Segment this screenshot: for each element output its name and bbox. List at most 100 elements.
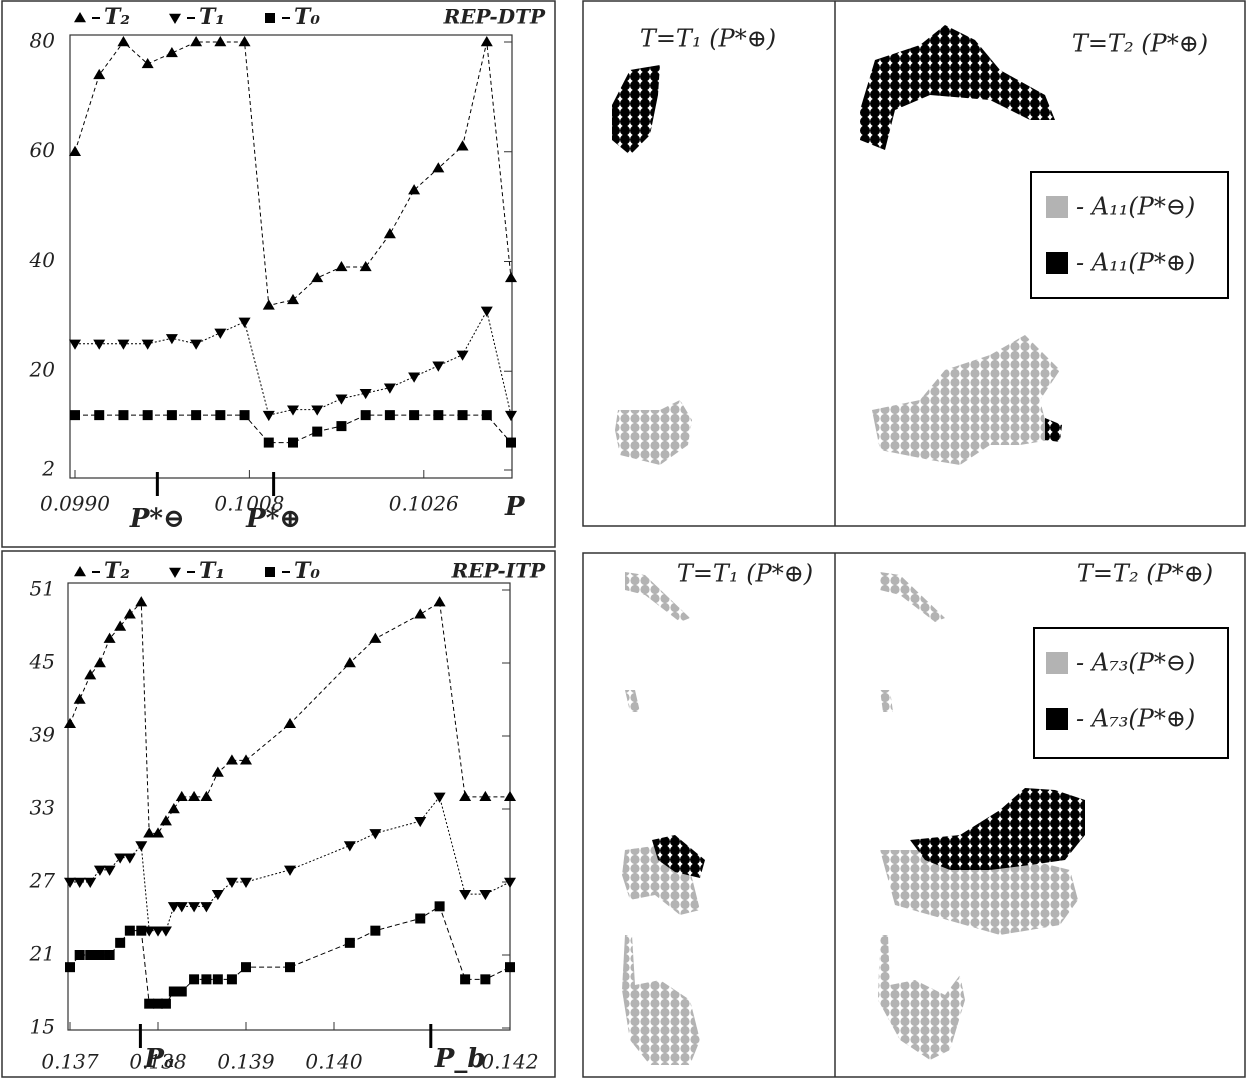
marker <box>335 394 348 405</box>
marker <box>370 925 381 936</box>
marker <box>214 328 227 339</box>
marker <box>432 361 445 372</box>
marker <box>93 657 106 668</box>
legend-box <box>1030 171 1229 299</box>
cell-region <box>652 835 705 878</box>
marker <box>64 877 76 888</box>
marker <box>241 962 251 973</box>
y-tick-label: 40 <box>29 248 56 272</box>
marker <box>136 925 147 936</box>
marker <box>153 998 163 1009</box>
legend-swatch <box>1046 252 1068 274</box>
y-tick-label: 20 <box>29 358 56 382</box>
marker <box>69 339 81 350</box>
cell-region <box>880 572 945 622</box>
marker <box>103 632 116 643</box>
marker <box>103 865 116 876</box>
marker <box>211 889 224 901</box>
marker <box>432 162 445 173</box>
marker <box>141 339 154 350</box>
legend-swatch <box>1046 196 1068 218</box>
marker <box>311 271 324 283</box>
marker <box>212 974 223 985</box>
annotation-label: P_b <box>434 1044 486 1074</box>
marker <box>457 410 468 421</box>
marker <box>505 271 517 283</box>
marker <box>200 790 213 802</box>
marker <box>85 950 96 960</box>
chart-title: REP-DTP <box>443 5 546 29</box>
y-tick-label: 2 <box>41 457 55 481</box>
map-title: T=T₁ (P*⊕) <box>677 560 813 588</box>
series-line <box>69 905 511 1005</box>
marker <box>240 877 252 888</box>
marker <box>135 596 148 607</box>
plot-frame <box>67 582 511 1031</box>
legend-marker <box>265 567 275 577</box>
marker <box>143 827 156 838</box>
cell-region <box>625 690 640 712</box>
annotation-label: P*⊖ <box>129 504 185 534</box>
marker <box>480 306 493 317</box>
marker <box>506 437 516 448</box>
marker <box>343 657 356 668</box>
cell-region <box>880 850 1078 935</box>
plot-frame <box>69 34 513 479</box>
marker <box>69 145 81 156</box>
marker <box>239 410 250 421</box>
marker <box>284 717 296 729</box>
marker <box>238 36 251 47</box>
series-line <box>69 600 510 834</box>
marker <box>152 926 164 937</box>
y-tick-label: 15 <box>30 1015 55 1039</box>
marker <box>383 383 396 394</box>
marker <box>225 877 238 888</box>
y-tick-label: 33 <box>30 796 55 820</box>
marker <box>135 841 148 852</box>
series-line <box>74 41 512 306</box>
marker <box>505 410 517 422</box>
marker <box>211 766 224 777</box>
marker <box>343 841 356 852</box>
marker <box>480 36 493 47</box>
x-tick-label: 0.0990 <box>40 492 110 516</box>
marker <box>74 950 85 960</box>
marker <box>190 36 203 47</box>
marker <box>414 608 427 619</box>
marker <box>369 829 382 840</box>
marker <box>117 339 130 350</box>
x-tick-label: 0.142 <box>481 1050 538 1074</box>
marker <box>262 410 275 422</box>
marker <box>360 410 371 421</box>
marker <box>408 184 421 195</box>
marker <box>433 596 446 607</box>
marker <box>384 410 395 421</box>
y-tick-label: 21 <box>29 942 55 966</box>
marker <box>165 46 178 58</box>
cell-region <box>612 65 660 155</box>
marker <box>104 950 115 960</box>
y-tick-label: 80 <box>30 29 56 53</box>
panel-border <box>1 0 556 548</box>
marker <box>460 974 471 985</box>
legend-label: T₂ <box>104 4 130 30</box>
marker <box>415 913 426 924</box>
x-tick-label: 0.137 <box>41 1050 99 1074</box>
y-tick-label: 27 <box>29 869 56 893</box>
marker <box>240 754 252 765</box>
marker <box>159 926 172 937</box>
marker <box>481 410 492 421</box>
marker <box>115 937 126 948</box>
legend-marker <box>74 12 86 23</box>
marker <box>287 293 299 305</box>
marker <box>505 962 515 973</box>
marker <box>433 792 446 803</box>
x-tick-label: 0.139 <box>217 1050 275 1074</box>
y-tick-label: 51 <box>30 577 55 601</box>
marker <box>312 426 323 437</box>
marker <box>456 140 469 151</box>
marker <box>459 790 472 802</box>
cell-region <box>880 690 893 712</box>
marker <box>359 388 372 400</box>
